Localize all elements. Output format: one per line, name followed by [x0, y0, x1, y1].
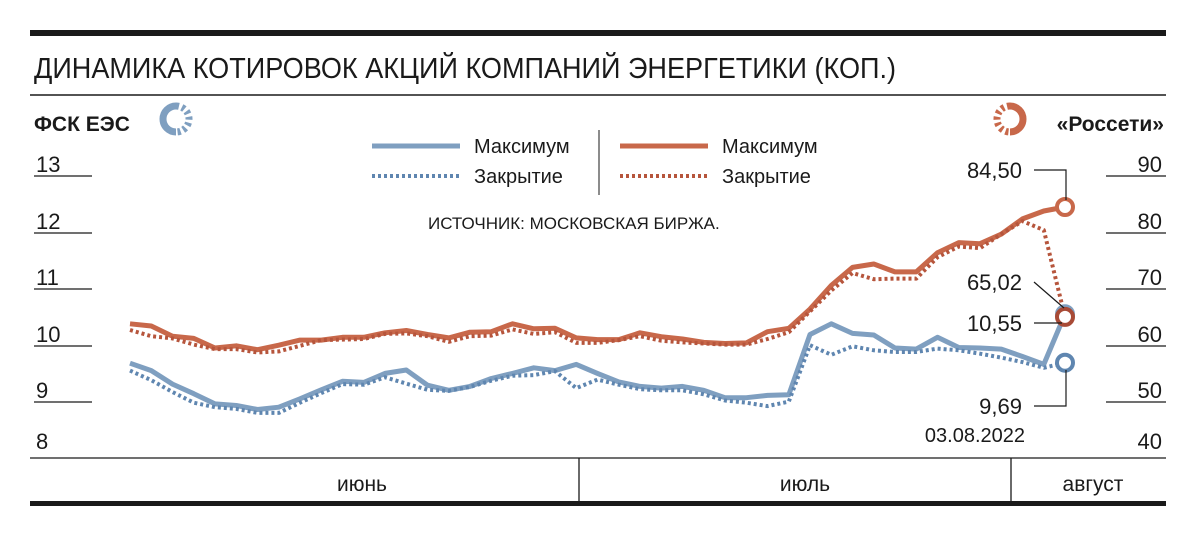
- right-tick-label: 60: [1138, 322, 1162, 347]
- legend-fsk-max-label: Максимум: [474, 136, 570, 158]
- month-label-july: июль: [780, 473, 830, 496]
- callout-rosseti-max: [1034, 169, 1067, 200]
- left-tick-label: 11: [36, 265, 59, 290]
- month-label-august: август: [1063, 473, 1124, 496]
- left-axis-label: ФСК ЕЭС: [34, 113, 130, 136]
- left-tick-label: 9: [36, 378, 48, 403]
- top-rule: [30, 30, 1166, 36]
- right-axis: 90 80 70 60 50 40: [1106, 152, 1166, 454]
- right-tick-label: 70: [1138, 265, 1162, 290]
- annotation-fsk-max: 10,55: [967, 311, 1022, 336]
- left-tick-label: 8: [36, 429, 48, 454]
- fsk-ring-icon: [159, 102, 193, 136]
- legend-rosseti-close-label: Закрытие: [722, 166, 811, 188]
- endpoint-marker-rosseti-close: [1055, 306, 1075, 327]
- series-line-fsk-close: [129, 343, 1066, 415]
- endpoint-marker-fsk-close: [1055, 352, 1075, 373]
- right-axis-label: «Россети»: [1057, 113, 1164, 136]
- rosseti-ring-icon: [993, 102, 1027, 136]
- chart-title: ДИНАМИКА КОТИРОВОК АКЦИЙ КОМПАНИЙ ЭНЕРГЕ…: [34, 51, 896, 85]
- annotation-layer: 84,50 65,02 10,55 9,69 03.08.2022: [925, 158, 1067, 447]
- series-layer: [129, 197, 1075, 415]
- right-tick-label: 40: [1138, 429, 1162, 454]
- callout-rosseti-close: [1033, 281, 1065, 309]
- source-note: ИСТОЧНИК: МОСКОВСКАЯ БИРЖА.: [428, 214, 720, 233]
- series-line-rosseti-max: [129, 204, 1066, 353]
- callout-fsk-close: [1034, 370, 1067, 407]
- left-tick-label: 13: [36, 152, 60, 177]
- annotation-rosseti-close: 65,02: [967, 270, 1022, 295]
- month-label-june: июнь: [337, 473, 387, 496]
- left-tick-label: 12: [36, 209, 60, 234]
- left-axis: 13 12 11 10 9 8: [34, 152, 92, 454]
- legend-fsk-close-label: Закрытие: [474, 166, 563, 188]
- series-line-fsk-max: [129, 313, 1068, 412]
- left-tick-label: 10: [36, 322, 60, 347]
- endpoint-marker-rosseti-max: [1055, 197, 1075, 217]
- bottom-rule: [30, 501, 1166, 506]
- right-tick-label: 80: [1138, 209, 1162, 234]
- right-tick-label: 90: [1138, 152, 1162, 177]
- annotation-fsk-close: 9,69: [979, 394, 1022, 419]
- right-tick-label: 50: [1138, 378, 1162, 403]
- annotation-date: 03.08.2022: [925, 425, 1025, 447]
- legend: Максимум Закрытие Максимум Закрытие: [372, 130, 818, 195]
- series-line-rosseti-close: [129, 219, 1067, 355]
- legend-rosseti-max-label: Максимум: [722, 136, 818, 158]
- annotation-rosseti-max: 84,50: [967, 158, 1022, 183]
